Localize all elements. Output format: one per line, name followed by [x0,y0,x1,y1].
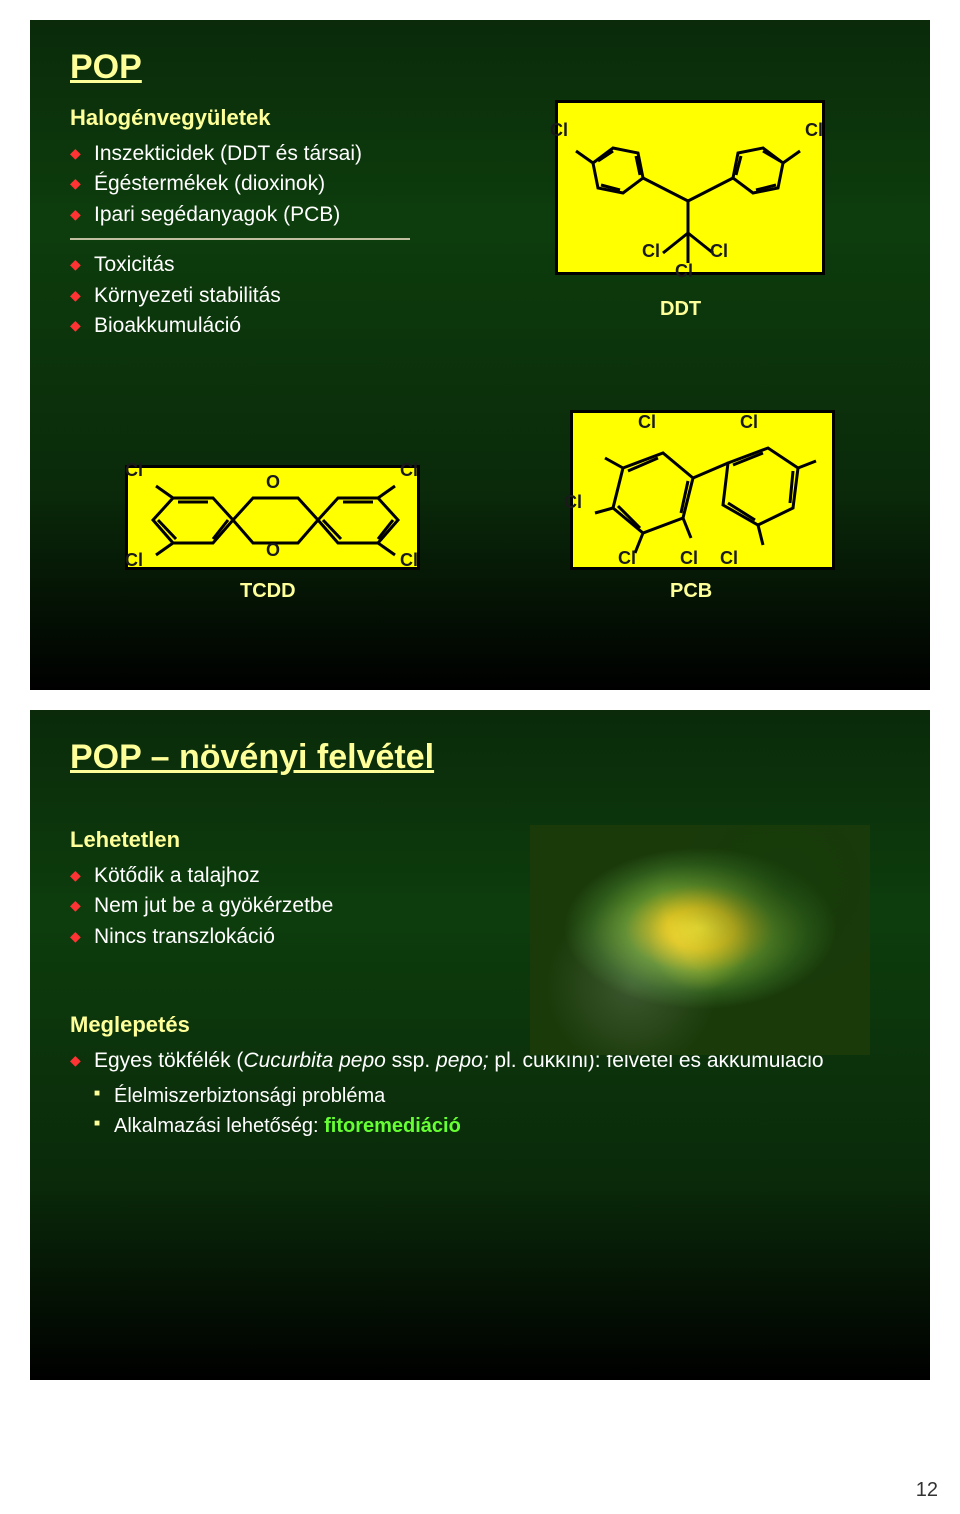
green-term: fitoremediáció [324,1115,461,1137]
slide2-title: POP – növényi felvétel [70,738,890,777]
bullet-item: Bioakkumuláció [70,311,890,341]
slide1-title: POP [70,48,890,87]
ddt-structure [555,100,825,275]
pcb-label: PCB [670,580,712,603]
slide2-sub-bullets: Élelmiszerbiztonsági probléma Alkalmazás… [70,1081,890,1141]
pcb-cl-4: Cl [618,548,636,569]
pcb-svg [573,413,838,573]
page-number: 12 [916,1479,938,1502]
pcb-cl-6: Cl [720,548,738,569]
pcb-cl-1: Cl [638,412,656,433]
slide-pop-plant: POP – növényi felvétel Lehetetlen Kötődi… [30,710,930,1380]
sub-bullet-item: Élelmiszerbiztonsági probléma [70,1081,890,1111]
ddt-cl-1: Cl [550,120,568,141]
ddt-svg [558,103,828,278]
ddt-label: DDT [660,298,701,321]
ddt-cl-5: Cl [675,261,693,282]
divider-line [70,238,410,240]
bullet-text: Egyes tökfélék ( [94,1049,243,1072]
tcdd-cl-3: Cl [400,460,418,481]
bullet-italic: Cucurbita pepo [243,1049,385,1072]
ddt-cl-2: Cl [805,120,823,141]
slide-pop: POP Halogénvegyületek Inszekticidek (DDT… [30,20,930,690]
ddt-cl-3: Cl [642,241,660,262]
pcb-cl-2: Cl [740,412,758,433]
zucchini-photo [530,825,870,1055]
tcdd-cl-1: Cl [125,460,143,481]
sub-bullet-item: Alkalmazási lehetőség: fitoremediáció [70,1111,890,1141]
bullet-item: Környezeti stabilitás [70,281,890,311]
tcdd-cl-2: Cl [125,550,143,571]
pcb-structure [570,410,835,570]
tcdd-o-2: O [266,540,280,561]
ddt-cl-4: Cl [710,241,728,262]
bullet-text: ssp. [386,1049,436,1072]
pcb-cl-5: Cl [680,548,698,569]
sub-bullet-text: Alkalmazási lehetőség: [114,1115,324,1137]
tcdd-o-1: O [266,472,280,493]
pcb-cl-3: Cl [564,492,582,513]
bullet-italic: pepo; [436,1049,489,1072]
tcdd-label: TCDD [240,580,296,603]
tcdd-cl-4: Cl [400,550,418,571]
